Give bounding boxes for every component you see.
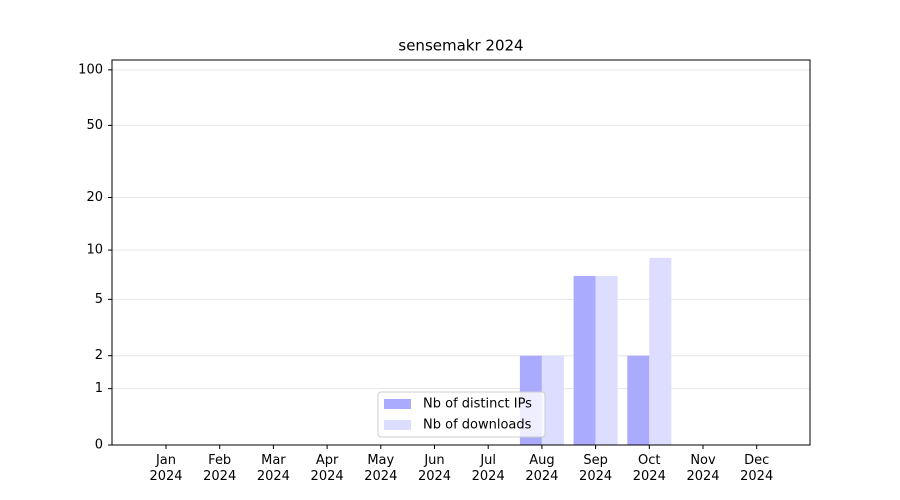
legend-label: Nb of distinct IPs — [423, 397, 532, 412]
bar — [573, 275, 596, 445]
bar — [649, 257, 672, 445]
legend-label: Nb of downloads — [423, 418, 532, 433]
bar — [627, 355, 650, 445]
legend-box — [377, 391, 546, 438]
x-tick-label: Mar 2024 — [256, 453, 290, 484]
y-tick-label: 100 — [78, 62, 103, 77]
x-tick-label: Sep 2024 — [579, 453, 613, 484]
x-tick-label: Dec 2024 — [740, 453, 774, 484]
y-tick-label: 2 — [95, 348, 103, 363]
legend-swatch — [384, 399, 411, 409]
y-tick-label: 0 — [95, 438, 103, 453]
x-tick-label: Nov 2024 — [686, 453, 720, 484]
x-tick-label: Feb 2024 — [203, 453, 237, 484]
y-tick-label: 5 — [95, 292, 103, 307]
bar — [595, 275, 618, 445]
x-tick-label: Jun 2024 — [417, 453, 452, 484]
x-tick-label: May 2024 — [364, 453, 398, 484]
x-tick-label: Aug 2024 — [525, 453, 559, 484]
bar — [541, 355, 564, 445]
legend-swatch — [384, 420, 411, 430]
y-tick-label: 20 — [86, 190, 103, 205]
plot-frame — [111, 59, 811, 446]
x-tick-label: Oct 2024 — [632, 453, 666, 484]
x-tick-label: Jan 2024 — [149, 453, 183, 484]
x-tick-label: Jul 2024 — [471, 453, 505, 484]
chart-title: sensemakr 2024 — [398, 37, 523, 55]
y-tick-label: 1 — [95, 381, 103, 396]
y-tick-label: 50 — [86, 118, 103, 133]
x-tick-label: Apr 2024 — [310, 453, 344, 484]
y-tick-label: 10 — [86, 243, 103, 258]
